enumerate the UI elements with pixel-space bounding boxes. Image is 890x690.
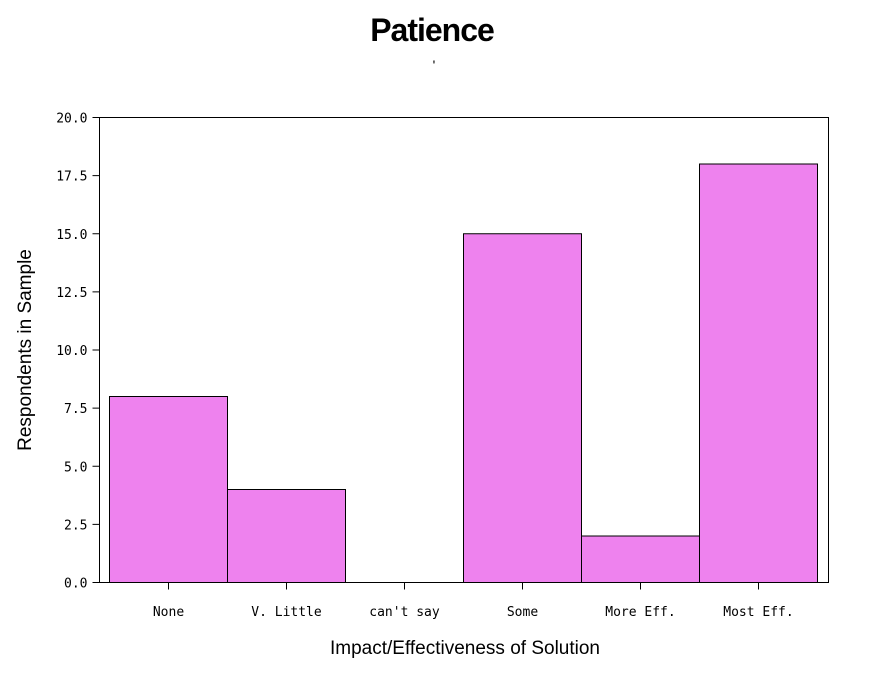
y-tick-label: 17.5: [56, 170, 87, 185]
x-tick-label: V. Little: [251, 605, 322, 620]
y-tick-label: 10.0: [56, 344, 87, 359]
plot-frame: [99, 117, 829, 583]
y-tick-label: 12.5: [56, 286, 87, 301]
bar-some: [463, 233, 582, 583]
y-axis-title: Respondents in Sample: [15, 249, 36, 451]
x-tick-label: None: [153, 605, 184, 620]
y-tick-label: 15.0: [56, 228, 87, 243]
chart-title: Patience: [370, 12, 494, 48]
bar-most-eff: [699, 163, 818, 583]
y-axis: 0.0 2.5 5.0 7.5 10.0 12.5 15.0 17.5 20.0: [56, 112, 100, 592]
x-tick-label: Most Eff.: [723, 605, 793, 620]
y-tick-label: 7.5: [64, 402, 87, 417]
y-tick-label: 2.5: [64, 518, 87, 533]
y-tick-label: 20.0: [56, 112, 87, 127]
y-tick-label: 5.0: [64, 460, 87, 475]
y-tick-label: 0.0: [64, 577, 87, 592]
bar-more-eff: [581, 535, 700, 583]
bar-none: [109, 396, 228, 583]
chart-subtitle: ': [433, 57, 436, 73]
x-axis: None V. Little can't say Some More Eff. Most …: [153, 582, 794, 620]
x-tick-label: can't say: [369, 605, 440, 620]
bars: [109, 163, 818, 583]
x-tick-label: Some: [507, 605, 538, 620]
x-tick-label: More Eff.: [605, 605, 675, 620]
x-axis-title: Impact/Effectiveness of Solution: [330, 638, 600, 659]
bar-v-little: [227, 489, 346, 583]
